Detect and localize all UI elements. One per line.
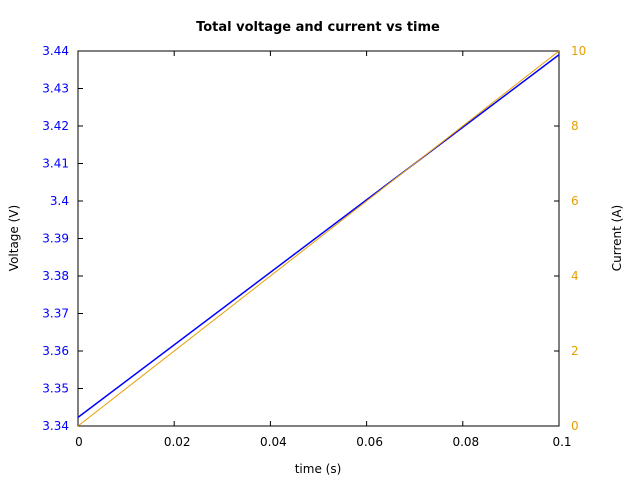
y-axis-left-label: Voltage (V): [7, 205, 21, 271]
y-left-tick-label: 3.42: [42, 119, 69, 133]
y-left-tick-label: 3.41: [42, 157, 69, 171]
x-tick-label: 0.04: [260, 435, 287, 449]
y-left-tick-label: 3.43: [42, 82, 69, 96]
y-left-tick-label: 3.36: [42, 344, 69, 358]
y-right-tick-label: 6: [571, 194, 579, 208]
y-right-tick-label: 2: [571, 344, 579, 358]
y-right-tick-label: 8: [571, 119, 579, 133]
y-axis-left: 3.34 3.35 3.36 3.37 3.38 3.39 3.4 3.41 3.42 3.43 3…: [42, 44, 83, 433]
y-right-tick-label: 4: [571, 269, 579, 283]
y-left-tick-label: 3.37: [42, 307, 69, 321]
y-left-tick-label: 3.39: [42, 232, 69, 246]
y-left-tick-label: 3.44: [42, 44, 69, 58]
x-tick-label: 0.06: [356, 435, 383, 449]
series-layer: [77, 50, 560, 427]
voltage-series-line: [77, 54, 560, 418]
y-left-tick-label: 3.35: [42, 382, 69, 396]
chart-title: Total voltage and current vs time: [196, 20, 440, 35]
current-series-line: [77, 50, 560, 427]
x-tick-label: 0.1: [552, 435, 571, 449]
y-left-tick-label: 3.38: [42, 269, 69, 283]
y-left-tick-label: 3.4: [50, 194, 69, 208]
y-axis-right: 0 2 4 6 8 10: [554, 44, 586, 433]
x-axis: 0 0.02 0.04 0.06 0.08 0.1: [75, 51, 572, 449]
x-tick-label: 0.02: [164, 435, 191, 449]
y-axis-right-label: Current (A): [610, 205, 624, 271]
y-right-tick-label: 0: [571, 419, 579, 433]
y-right-tick-label: 10: [571, 44, 586, 58]
x-tick-label: 0: [75, 435, 83, 449]
y-left-tick-label: 3.34: [42, 419, 69, 433]
x-axis-label: time (s): [295, 462, 342, 476]
x-tick-label: 0.08: [452, 435, 479, 449]
